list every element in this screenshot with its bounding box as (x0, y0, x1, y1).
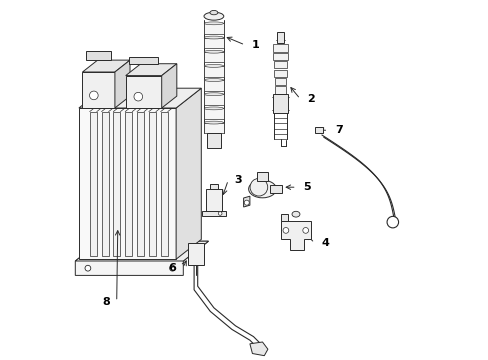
Polygon shape (276, 32, 284, 43)
Circle shape (85, 265, 91, 271)
Circle shape (89, 91, 98, 100)
Text: 8: 8 (102, 297, 110, 307)
Ellipse shape (204, 64, 223, 67)
Polygon shape (204, 23, 223, 34)
Polygon shape (204, 80, 223, 91)
Polygon shape (176, 88, 201, 259)
Text: 5: 5 (303, 182, 310, 192)
Text: 2: 2 (306, 94, 314, 104)
Polygon shape (280, 214, 287, 221)
Text: 4: 4 (321, 238, 328, 248)
Ellipse shape (204, 22, 223, 25)
Circle shape (244, 200, 249, 205)
Polygon shape (209, 184, 218, 189)
Circle shape (218, 212, 222, 215)
Polygon shape (82, 72, 115, 108)
Polygon shape (257, 172, 267, 181)
Circle shape (302, 228, 308, 233)
Polygon shape (204, 122, 223, 133)
Polygon shape (79, 108, 176, 259)
Polygon shape (125, 112, 132, 256)
Polygon shape (272, 44, 287, 51)
Text: 6: 6 (168, 263, 176, 273)
Circle shape (283, 228, 288, 233)
Polygon shape (204, 108, 223, 119)
FancyBboxPatch shape (315, 127, 322, 133)
Polygon shape (125, 64, 177, 76)
Polygon shape (113, 112, 120, 256)
Circle shape (134, 93, 142, 101)
Circle shape (249, 179, 267, 196)
Polygon shape (274, 78, 286, 85)
Polygon shape (125, 76, 162, 108)
Circle shape (169, 265, 175, 271)
Polygon shape (204, 52, 223, 62)
Polygon shape (161, 112, 167, 256)
Ellipse shape (291, 211, 299, 217)
Circle shape (386, 216, 398, 228)
Ellipse shape (204, 36, 223, 39)
Polygon shape (89, 112, 97, 256)
Polygon shape (187, 243, 203, 265)
Polygon shape (204, 94, 223, 105)
Polygon shape (243, 196, 249, 207)
Text: 3: 3 (234, 175, 242, 185)
Polygon shape (202, 211, 225, 216)
Polygon shape (148, 112, 156, 256)
Polygon shape (115, 60, 130, 108)
Ellipse shape (248, 180, 276, 198)
Ellipse shape (203, 12, 224, 20)
Ellipse shape (209, 10, 218, 15)
Polygon shape (82, 60, 130, 72)
Text: 7: 7 (334, 125, 342, 135)
Ellipse shape (204, 50, 223, 53)
Text: 1: 1 (251, 40, 259, 50)
Ellipse shape (204, 93, 223, 96)
Polygon shape (274, 86, 285, 94)
Polygon shape (86, 51, 111, 60)
Polygon shape (274, 70, 286, 77)
Polygon shape (269, 185, 282, 193)
Polygon shape (272, 94, 288, 113)
Polygon shape (75, 241, 208, 275)
Polygon shape (204, 66, 223, 77)
Polygon shape (102, 112, 108, 256)
Polygon shape (137, 112, 144, 256)
Ellipse shape (204, 121, 223, 124)
Ellipse shape (204, 78, 223, 81)
Polygon shape (249, 342, 267, 356)
Polygon shape (273, 61, 286, 68)
Polygon shape (79, 88, 201, 108)
Polygon shape (280, 221, 310, 250)
Polygon shape (75, 241, 208, 261)
Polygon shape (204, 37, 223, 48)
Circle shape (196, 249, 200, 253)
Polygon shape (273, 53, 287, 60)
Ellipse shape (204, 107, 223, 110)
Polygon shape (205, 189, 222, 211)
Polygon shape (206, 133, 221, 148)
Polygon shape (162, 64, 177, 108)
Polygon shape (129, 57, 158, 64)
